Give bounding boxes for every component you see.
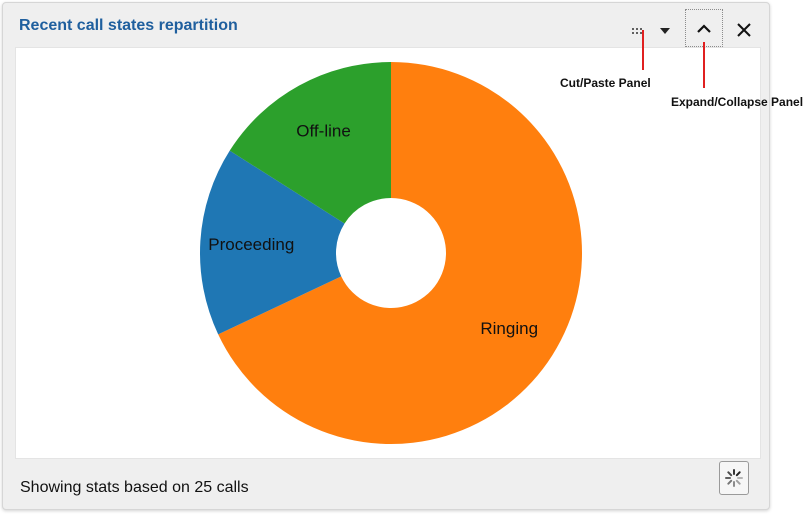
cut-paste-annotation: Cut/Paste Panel <box>560 76 651 90</box>
chart-area: Ringing Proceeding Off-line <box>15 47 761 459</box>
close-icon <box>737 23 751 37</box>
chevron-up-icon <box>697 23 711 33</box>
slice-label-proceeding: Proceeding <box>208 235 294 254</box>
donut-chart: Ringing Proceeding Off-line <box>200 62 582 444</box>
cut-paste-pointer <box>642 30 644 70</box>
slice-label-off-line: Off-line <box>296 121 351 140</box>
expand-collapse-annotation: Expand/Collapse Panel <box>671 95 804 109</box>
footer-status-text: Showing stats based on 25 calls <box>20 479 249 496</box>
close-button[interactable] <box>731 17 757 43</box>
expand-collapse-pointer <box>703 42 705 88</box>
donut-slice-ringing <box>218 62 582 444</box>
drag-dots-icon[interactable] <box>629 23 647 39</box>
donut-slice-proceeding <box>200 150 345 335</box>
panel-title: Recent call states repartition <box>19 17 238 34</box>
slice-label-ringing: Ringing <box>480 319 538 338</box>
donut-slice-off-line <box>229 62 391 224</box>
caret-down-icon[interactable] <box>657 23 673 39</box>
stats-panel: Recent call states repartition Ringing Pr… <box>2 2 770 510</box>
spinner-icon <box>725 469 743 487</box>
refresh-button[interactable] <box>719 461 749 495</box>
